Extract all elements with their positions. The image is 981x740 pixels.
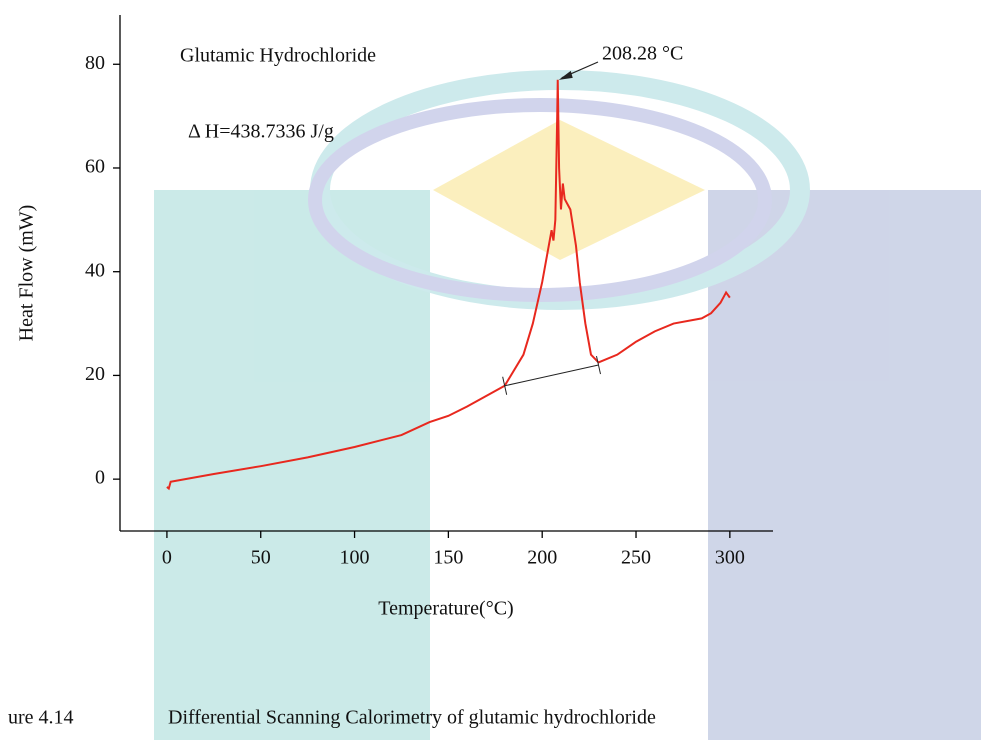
y-axis-label: Heat Flow (mW) [16, 205, 38, 342]
integration-tick [502, 376, 508, 395]
watermark-diamond [433, 120, 705, 260]
x-tick-label: 50 [251, 547, 271, 569]
y-tick-label: 40 [85, 259, 105, 281]
x-tick-label: 100 [340, 547, 370, 569]
watermark [154, 70, 981, 740]
peak-label: 208.28 °C [602, 43, 683, 65]
sample-label: Glutamic Hydrochloride [180, 45, 376, 67]
x-tick-label: 250 [621, 547, 651, 569]
caption: Differential Scanning Calorimetry of glu… [168, 707, 656, 729]
y-tick-label: 0 [95, 467, 105, 489]
x-tick-label: 0 [162, 547, 172, 569]
y-tick-label: 20 [85, 363, 105, 385]
integration-line [504, 364, 599, 387]
x-tick-label: 200 [527, 547, 557, 569]
enthalpy-label: Δ H=438.7336 J/g [188, 121, 334, 143]
y-tick-label: 60 [85, 156, 105, 178]
watermark-block [154, 190, 430, 740]
caption-number: ure 4.14 [8, 707, 74, 729]
watermark-block [708, 190, 981, 740]
y-tick-label: 80 [85, 52, 105, 74]
data-line [166, 79, 731, 491]
peak-arrowhead [558, 70, 573, 80]
x-tick-label: 150 [433, 547, 463, 569]
x-axis-label: Temperature(°C) [378, 598, 513, 620]
integration-tick [596, 355, 601, 375]
x-tick-label: 300 [715, 547, 745, 569]
